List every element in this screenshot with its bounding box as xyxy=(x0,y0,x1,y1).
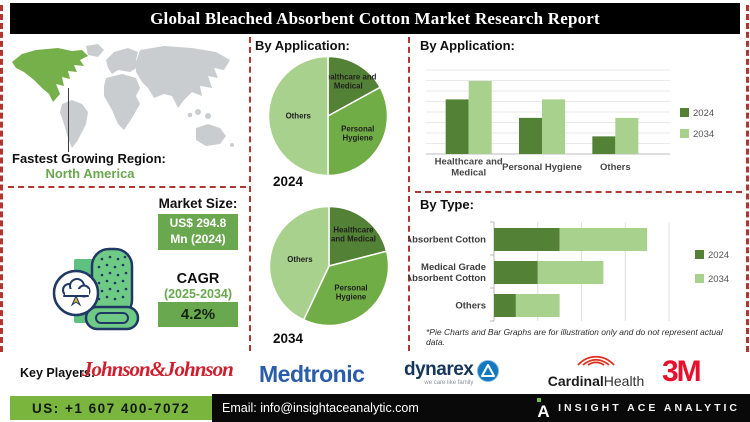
footer-bar: Email: info@insightaceanalytic.com A INS… xyxy=(212,394,750,422)
key-players-label: Key Players: xyxy=(20,366,96,380)
cardinal-wordmark-regular: Health xyxy=(603,373,645,389)
pie-chart-2024: Healthcare and Medical Personal Hygiene Othe… xyxy=(267,55,389,177)
divider-horizontal-right xyxy=(415,191,742,193)
right-edge-dashed-line xyxy=(746,5,749,352)
cardinal-wings-icon xyxy=(577,355,615,366)
divider-vertical-right xyxy=(408,37,410,351)
fastest-growing-region-label: Fastest Growing Region: xyxy=(12,151,166,166)
bar-chart-application: Healthcare and Medical Personal Hygiene Oth… xyxy=(426,69,714,179)
world-map xyxy=(12,44,234,148)
insight-ace-logo-icon: A xyxy=(537,397,550,419)
cardinal-health-logo: CardinalHealth xyxy=(540,352,652,389)
bar-type-title: By Type: xyxy=(420,197,474,212)
market-size-label: Market Size: xyxy=(158,196,238,211)
market-size-value-box: US$ 294.8 Mn (2024) xyxy=(158,214,238,250)
svg-text:2034: 2034 xyxy=(708,274,729,285)
svg-text:Absorbent Cotton: Absorbent Cotton xyxy=(408,235,486,246)
bar-chart-type: Absorbent Cotton Medical Grade Absorbent C… xyxy=(408,221,729,322)
svg-text:A: A xyxy=(537,402,549,419)
report-title: Global Bleached Absorbent Cotton Market … xyxy=(10,3,740,34)
three-m-logo: 3M xyxy=(662,355,702,388)
insight-ace-brand: A INSIGHT ACE ANALYTIC xyxy=(536,394,740,422)
cagr-period: (2025-2034) xyxy=(163,287,233,301)
johnson-and-johnson-logo: Johnson&Johnson xyxy=(82,357,234,381)
disclaimer-footnote: *Pie Charts and Bar Graphs are for illus… xyxy=(426,327,723,347)
bar-application-title: By Application: xyxy=(420,38,515,53)
cardinal-wordmark-bold: Cardinal xyxy=(547,373,604,389)
fastest-growing-region-value: North America xyxy=(45,166,135,181)
divider-horizontal-left xyxy=(8,186,246,188)
svg-text:2034: 2034 xyxy=(693,129,714,140)
svg-text:Others: Others xyxy=(287,255,313,264)
market-size-value-line1: US$ 294.8 xyxy=(169,216,227,231)
svg-text:Personal Hygiene: Personal Hygiene xyxy=(502,162,582,173)
dynarex-wordmark: dynarex xyxy=(404,359,474,380)
pie-2034-year-label: 2034 xyxy=(273,331,304,346)
svg-text:Others: Others xyxy=(600,162,631,173)
phone-banner: US: +1 607 400-7072 xyxy=(10,396,212,420)
email-text: Email: info@insightaceanalytic.com xyxy=(222,401,419,415)
cotton-roll-icon xyxy=(52,247,140,331)
dynarex-logo: dynarex we care like family xyxy=(404,359,500,386)
medtronic-logo: Medtronic xyxy=(259,361,365,387)
cagr-label: CAGR xyxy=(176,271,220,287)
north-america-highlight xyxy=(12,48,88,102)
divider-vertical-left xyxy=(249,37,251,351)
svg-text:2024: 2024 xyxy=(693,108,714,119)
dynarex-circle-icon xyxy=(477,360,500,382)
market-size-value-line2: Mn (2024) xyxy=(170,232,226,246)
dynarex-tagline: we care like family xyxy=(424,380,474,386)
svg-text:Others: Others xyxy=(455,301,486,312)
insight-ace-brand-text: INSIGHT ACE ANALYTIC xyxy=(558,402,740,414)
map-pointer-line xyxy=(68,88,69,152)
svg-text:Others: Others xyxy=(286,111,312,120)
pie-chart-2034: Healthcare and Medical Personal Hygiene Othe… xyxy=(268,205,390,327)
left-edge-dashed-line xyxy=(0,5,3,352)
svg-text:2024: 2024 xyxy=(708,250,729,261)
cagr-value-box: 4.2% xyxy=(158,302,238,327)
pie-2024-year-label: 2024 xyxy=(273,174,304,189)
pie-section-title: By Application: xyxy=(255,38,350,53)
